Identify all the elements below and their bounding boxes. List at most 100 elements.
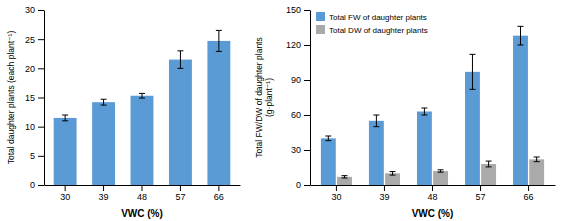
x-axis: 30 39 48 57 66 xyxy=(45,185,241,202)
error-bar xyxy=(486,161,492,167)
bar xyxy=(529,159,544,185)
legend-swatch xyxy=(316,25,325,34)
marks xyxy=(54,30,231,185)
tick-label: 90 xyxy=(291,75,301,85)
bar xyxy=(417,112,432,186)
axis-line xyxy=(310,11,311,186)
tick: 0 xyxy=(296,180,310,190)
error-bar xyxy=(177,51,183,69)
tick: 15 xyxy=(25,93,44,103)
legend-label: Total DW of daughter plants xyxy=(329,26,428,35)
tick-mark xyxy=(38,127,44,128)
tick-label: 0 xyxy=(30,180,35,190)
bar xyxy=(433,171,448,185)
tick-label: 150 xyxy=(286,5,301,15)
tick-label: 66 xyxy=(524,192,534,202)
tick-mark xyxy=(304,185,310,186)
tick: 0 xyxy=(30,180,44,190)
tick-mark xyxy=(304,45,310,46)
tick-label: 60 xyxy=(291,110,301,120)
error-bar xyxy=(517,26,523,45)
error-bar xyxy=(373,115,379,127)
tick-mark xyxy=(103,185,104,191)
tick-mark xyxy=(38,68,44,69)
tick-label: 25 xyxy=(25,35,35,45)
tick-label: 57 xyxy=(476,192,486,202)
tick-mark xyxy=(304,150,310,151)
tick: 60 xyxy=(291,110,310,120)
tick: 10 xyxy=(25,122,44,132)
tick-mark xyxy=(480,185,481,191)
tick: 39 xyxy=(99,185,109,202)
panel: 30394857660306090120150VWC (%)Total FW/D… xyxy=(254,5,556,219)
axis-line xyxy=(44,11,45,186)
tick-label: 30 xyxy=(331,192,341,202)
error-bar xyxy=(534,157,540,162)
error-bar xyxy=(421,108,427,115)
tick-label: 48 xyxy=(427,192,437,202)
bar xyxy=(92,102,115,185)
marks xyxy=(321,26,544,185)
tick-label: 20 xyxy=(25,64,35,74)
tick-label: 120 xyxy=(286,40,301,50)
tick-label: 39 xyxy=(379,192,389,202)
tick: 57 xyxy=(476,185,486,202)
error-bar xyxy=(62,115,68,121)
y-axis: 0 30 60 90 120 150 xyxy=(286,5,311,190)
bar xyxy=(369,121,384,185)
error-bar xyxy=(438,170,444,172)
series xyxy=(337,157,544,185)
tick-label: 39 xyxy=(99,192,109,202)
tick-label: 10 xyxy=(25,122,35,132)
tick-label: 57 xyxy=(175,192,185,202)
tick: 150 xyxy=(286,5,310,15)
tick: 5 xyxy=(30,151,44,161)
bar xyxy=(54,118,77,185)
legend-label: Total FW of daughter plants xyxy=(329,13,427,22)
tick-mark xyxy=(304,115,310,116)
error-bar xyxy=(101,99,107,105)
tick-mark xyxy=(432,185,433,191)
tick-mark xyxy=(528,185,529,191)
legend-swatch xyxy=(316,12,325,21)
tick-label: 48 xyxy=(137,192,147,202)
tick-label: 30 xyxy=(25,5,35,15)
tick: 90 xyxy=(291,75,310,85)
legend: Total FW of daughter plants Total DW of d… xyxy=(316,12,428,35)
panel: 30 39 48 57 66 0 5 10 15 20 25 30 VWC (%) Total daugh… xyxy=(6,5,241,219)
tick-label: 0 xyxy=(296,180,301,190)
tick: 30 xyxy=(291,145,310,155)
tick-mark xyxy=(218,185,219,191)
y-axis-label: Total daughter plants (each plant⁻¹) xyxy=(6,31,16,165)
bar xyxy=(321,138,336,185)
tick: 30 xyxy=(25,5,44,15)
tick-mark xyxy=(304,80,310,81)
tick: 120 xyxy=(286,40,310,50)
legend-item: Total FW of daughter plants xyxy=(316,12,427,22)
tick-mark xyxy=(38,10,44,11)
error-bar xyxy=(342,176,348,178)
error-bar xyxy=(216,30,222,51)
tick: 25 xyxy=(25,35,44,45)
error-bar xyxy=(325,136,331,141)
tick-label: 30 xyxy=(60,192,70,202)
error-bar xyxy=(139,93,145,98)
series xyxy=(321,26,528,185)
tick-label: 66 xyxy=(214,192,224,202)
bar xyxy=(207,41,230,185)
y-axis: 0 5 10 15 20 25 30 xyxy=(25,5,45,190)
tick: 20 xyxy=(25,64,44,74)
x-axis-label: VWC (%) xyxy=(412,208,454,219)
tick-label: 15 xyxy=(25,93,35,103)
tick: 66 xyxy=(214,185,224,202)
tick: 66 xyxy=(524,185,534,202)
bar xyxy=(169,60,192,185)
tick: 48 xyxy=(427,185,437,202)
chart: 30 39 48 57 66 0 5 10 15 20 25 30 VWC (%) Total daugh… xyxy=(0,0,567,221)
tick-label: 5 xyxy=(30,151,35,161)
x-axis-label: VWC (%) xyxy=(121,208,163,219)
tick-mark xyxy=(65,185,66,191)
tick-mark xyxy=(180,185,181,191)
bar xyxy=(513,36,528,185)
error-bar xyxy=(390,172,396,176)
